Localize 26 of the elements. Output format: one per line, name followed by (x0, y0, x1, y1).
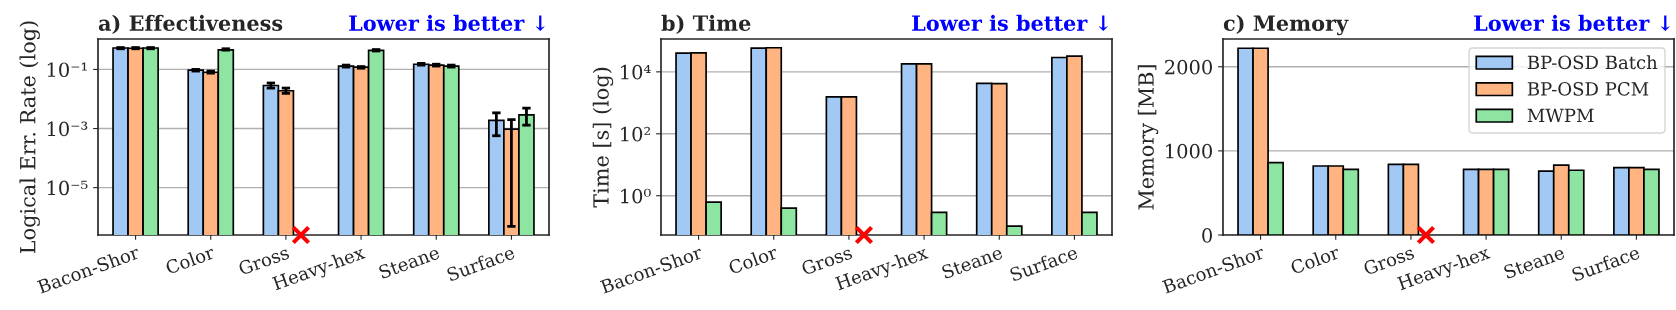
y-axis-title: Memory [MB] (1137, 65, 1159, 210)
x-tick-label: Steane (941, 245, 1004, 280)
legend-label: MWPM (1527, 108, 1594, 122)
chart-subtitle: Lower is better ↓ (349, 14, 545, 32)
y-tick-label: 10² (621, 126, 651, 142)
chart-subtitle: Lower is better ↓ (912, 14, 1108, 32)
chart-title: a) Effectiveness (98, 14, 283, 34)
y-tick-label: 0 (1202, 227, 1212, 243)
legend-label: BP-OSD PCM (1527, 82, 1649, 96)
x-tick-label: Color (727, 244, 779, 275)
y-tick-label: 10⁴ (621, 64, 651, 80)
y-tick-label: 10⁰ (621, 188, 651, 204)
chart-title: b) Time (661, 14, 751, 34)
x-tick-label: Steane (1503, 245, 1566, 280)
y-tick-label: 1000 (1166, 143, 1212, 159)
y-tick-label: 10⁻⁵ (47, 180, 88, 196)
y-tick-label: 10⁻¹ (47, 62, 87, 78)
y-tick-label: 10⁻³ (47, 121, 88, 137)
x-tick-label: Color (164, 244, 216, 275)
chart-subtitle: Lower is better ↓ (1474, 14, 1670, 32)
x-tick-label: Color (1289, 244, 1341, 275)
y-tick-label: 2000 (1165, 59, 1212, 75)
legend-label: BP-OSD Batch (1527, 55, 1658, 70)
chart-title: c) Memory (1223, 14, 1349, 36)
x-tick-label: Steane (378, 245, 441, 280)
y-axis-title: Time [s] (log) (592, 67, 614, 208)
